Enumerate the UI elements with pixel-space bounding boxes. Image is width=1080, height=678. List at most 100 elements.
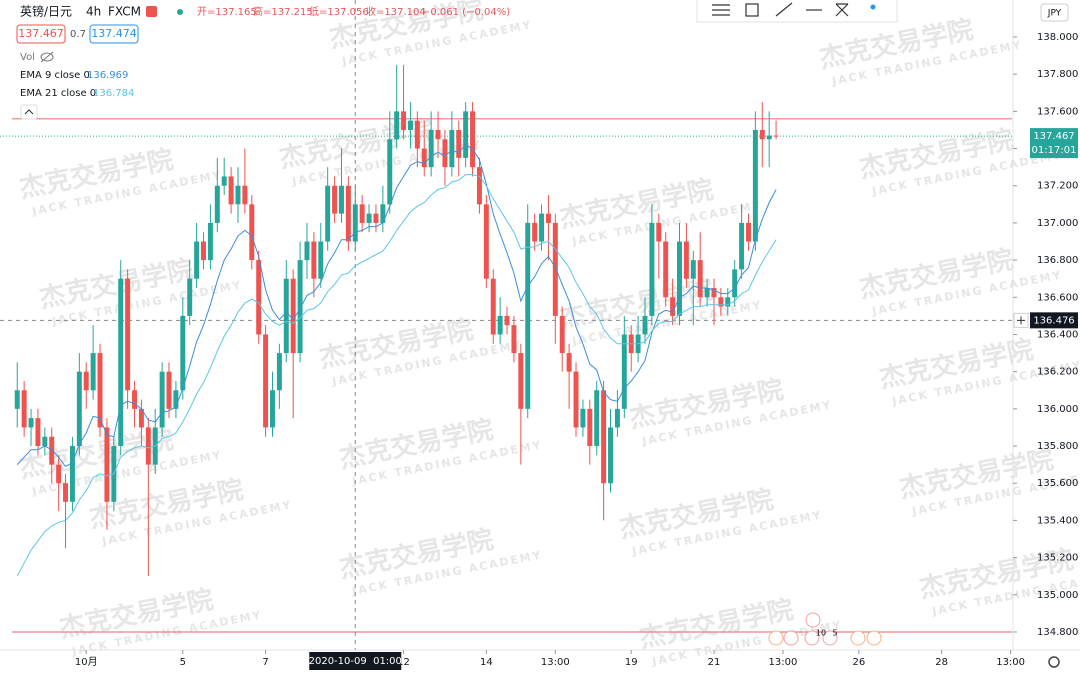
x-tick-label: 7 — [262, 657, 268, 668]
event-icon[interactable] — [768, 630, 784, 646]
x-tick-label: 13:00 — [769, 657, 798, 668]
candle-body — [518, 353, 524, 409]
tool-rect[interactable] — [745, 3, 759, 17]
candle-body — [539, 213, 545, 242]
last-price-box — [1030, 128, 1078, 159]
candle-body — [456, 129, 462, 158]
event-count: 10 — [816, 629, 826, 638]
candle-body — [97, 353, 103, 428]
bid: 137.467 — [18, 27, 64, 40]
candle-body — [90, 353, 96, 391]
y-tick-label: 136.400 — [1037, 329, 1078, 340]
candle-body — [304, 241, 310, 261]
ema9-label: EMA 9 close 0 — [20, 70, 90, 81]
candle-body — [276, 353, 282, 391]
currency: JPY — [1047, 9, 1062, 19]
bid-box[interactable] — [16, 24, 66, 44]
last-price-label: 137.467 — [1033, 131, 1074, 142]
candle-body — [187, 278, 193, 316]
symbol: 英镑/日元 — [20, 4, 72, 19]
candle-body — [401, 111, 407, 130]
x-tick-label: 13:00 — [996, 657, 1025, 668]
candle-body — [559, 315, 565, 354]
event-icon[interactable] — [783, 630, 799, 646]
candle-body — [718, 297, 724, 307]
candle-body — [297, 260, 303, 354]
axes: 134.800 135.000 135.200 135.400 135.600 135.8… — [75, 32, 1078, 670]
candle-body — [332, 185, 338, 214]
candle-body — [270, 390, 275, 428]
candle-body — [697, 260, 703, 298]
candle-body — [435, 129, 441, 140]
candle-body — [166, 371, 172, 409]
readout-open: 开=137.165 — [197, 7, 257, 18]
candle-body — [387, 139, 393, 205]
candle-body — [263, 334, 269, 428]
ask-box[interactable] — [89, 24, 139, 44]
candle-body — [49, 436, 55, 465]
candle-body — [283, 278, 289, 354]
currency-box[interactable] — [1040, 3, 1069, 22]
event-icon[interactable] — [804, 630, 820, 646]
x-tick-label: 21 — [708, 657, 721, 668]
tool-lines[interactable] — [712, 4, 730, 16]
event-icon[interactable] — [850, 630, 866, 646]
candle-body — [352, 204, 358, 242]
candle-body — [739, 222, 745, 270]
candle-body — [69, 446, 75, 502]
candle-body — [428, 129, 434, 168]
candle-body — [42, 436, 48, 447]
y-tick-label: 135.200 — [1037, 553, 1078, 564]
eye-icon-slash — [40, 51, 54, 63]
candle-body — [145, 427, 151, 465]
candle-body — [566, 353, 572, 372]
plot-area — [0, 0, 1012, 650]
candle-body — [683, 241, 689, 279]
ema-line — [16, 174, 777, 577]
eye-icon[interactable] — [40, 52, 54, 62]
x-tick-label: 12 — [397, 657, 410, 668]
candle-body — [180, 315, 186, 391]
candle-body — [359, 204, 365, 223]
candle-body — [421, 148, 427, 168]
event-icon[interactable] — [822, 630, 838, 646]
candle-body — [704, 288, 710, 298]
y-tick-label: 135.400 — [1037, 515, 1078, 526]
flag-icon[interactable] — [146, 6, 157, 17]
candle-body — [256, 260, 262, 335]
tool-trend[interactable] — [775, 2, 793, 17]
candle-body — [677, 241, 682, 316]
candle-body — [207, 222, 213, 261]
candle-body — [573, 371, 579, 428]
candle-body — [221, 176, 227, 186]
candle-body — [242, 185, 248, 205]
collapse-button[interactable] — [20, 104, 38, 120]
event-icon[interactable] — [866, 630, 882, 646]
y-tick-label: 137.200 — [1037, 181, 1078, 192]
candle-body — [104, 427, 110, 502]
y-tick-label: 137.000 — [1037, 218, 1078, 229]
candle-body — [325, 185, 331, 242]
tool-pattern[interactable] — [835, 3, 849, 17]
candle-body — [587, 408, 593, 447]
candle-body — [759, 129, 765, 140]
legend: 英镑/日元 4h FXCM 开=137.165 高=137.215 低=137.… — [16, 4, 510, 120]
candle-body — [463, 111, 469, 158]
x-tick-label: 28 — [935, 657, 948, 668]
settings-icon[interactable] — [1048, 656, 1060, 668]
candle-body — [138, 408, 144, 428]
candle-body — [621, 334, 627, 409]
tool-dot[interactable] — [870, 4, 876, 10]
candle-body — [249, 204, 255, 261]
candle-body — [476, 167, 482, 205]
event-icon[interactable] — [805, 612, 821, 628]
candle-body — [483, 204, 489, 279]
readout-close: 收=137.104 — [366, 5, 426, 18]
source: FXCM — [108, 5, 141, 19]
x-tick-label: 19 — [625, 657, 638, 668]
candle-body — [173, 390, 179, 409]
readout-low: 低=137.056 — [309, 5, 369, 18]
candle-body — [76, 371, 82, 447]
